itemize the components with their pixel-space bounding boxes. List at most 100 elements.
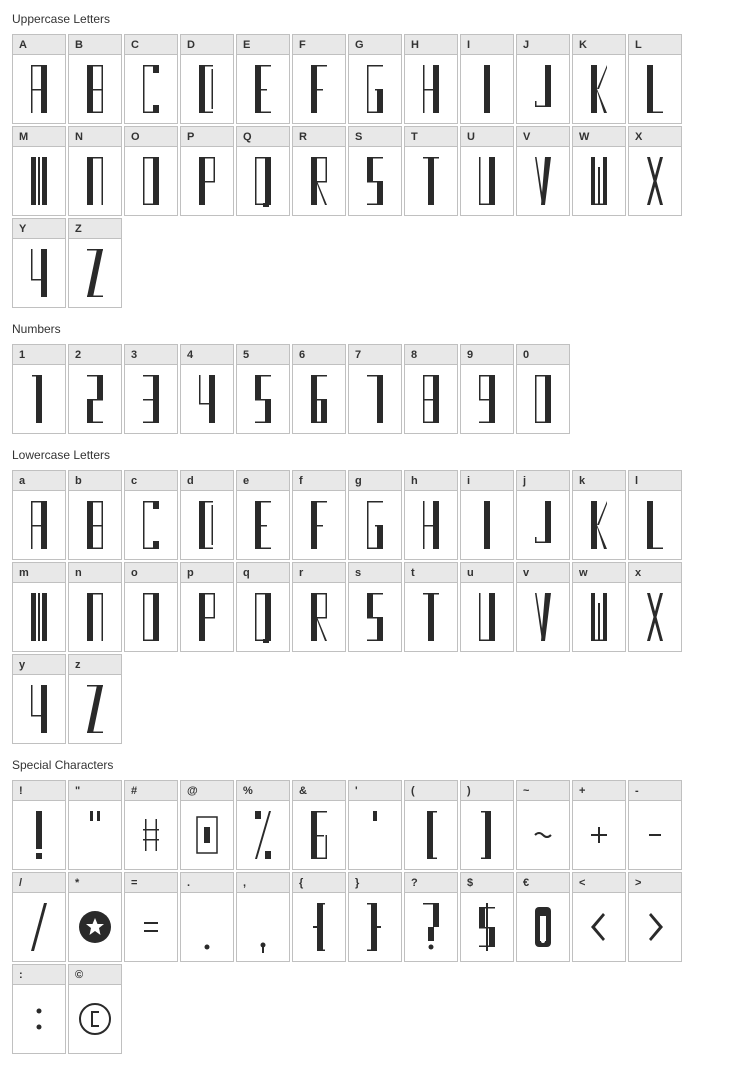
char-label: f <box>293 471 345 491</box>
char-label: w <box>573 563 625 583</box>
char-glyph <box>181 583 233 651</box>
char-glyph <box>461 491 513 559</box>
char-glyph <box>125 893 177 961</box>
char-cell: @ <box>180 780 234 870</box>
char-cell: d <box>180 470 234 560</box>
char-label: H <box>405 35 457 55</box>
char-label: © <box>69 965 121 985</box>
char-cell: t <box>404 562 458 652</box>
char-glyph <box>125 147 177 215</box>
char-label: g <box>349 471 401 491</box>
char-label: ~ <box>517 781 569 801</box>
char-cell: 0 <box>516 344 570 434</box>
char-glyph <box>349 893 401 961</box>
char-glyph <box>13 55 65 123</box>
char-glyph <box>405 147 457 215</box>
char-label: q <box>237 563 289 583</box>
char-glyph <box>349 801 401 869</box>
char-cell: L <box>628 34 682 124</box>
char-glyph <box>69 55 121 123</box>
char-glyph <box>13 893 65 961</box>
char-glyph <box>517 491 569 559</box>
char-cell: x <box>628 562 682 652</box>
char-cell: e <box>236 470 290 560</box>
char-label: W <box>573 127 625 147</box>
char-glyph <box>13 583 65 651</box>
char-cell: ' <box>348 780 402 870</box>
char-glyph <box>517 365 569 433</box>
char-glyph <box>181 147 233 215</box>
char-cell: K <box>572 34 626 124</box>
char-cell: f <box>292 470 346 560</box>
char-cell: , <box>236 872 290 962</box>
char-label: V <box>517 127 569 147</box>
char-cell: T <box>404 126 458 216</box>
char-label: ( <box>405 781 457 801</box>
char-cell: R <box>292 126 346 216</box>
char-glyph <box>69 801 121 869</box>
char-label: # <box>125 781 177 801</box>
char-glyph <box>349 491 401 559</box>
char-label: m <box>13 563 65 583</box>
char-cell: l <box>628 470 682 560</box>
char-glyph <box>517 147 569 215</box>
char-label: & <box>293 781 345 801</box>
char-glyph <box>69 675 121 743</box>
char-cell: U <box>460 126 514 216</box>
char-glyph <box>517 893 569 961</box>
char-cell: F <box>292 34 346 124</box>
char-label: x <box>629 563 681 583</box>
char-label: € <box>517 873 569 893</box>
char-cell: 9 <box>460 344 514 434</box>
char-glyph <box>573 491 625 559</box>
section-title: Special Characters <box>12 758 736 772</box>
char-cell: J <box>516 34 570 124</box>
char-glyph <box>349 55 401 123</box>
char-glyph <box>13 491 65 559</box>
char-label: " <box>69 781 121 801</box>
char-glyph <box>69 985 121 1053</box>
char-glyph <box>629 801 681 869</box>
char-cell: m <box>12 562 66 652</box>
char-label: c <box>125 471 177 491</box>
char-label: T <box>405 127 457 147</box>
char-cell: n <box>68 562 122 652</box>
char-label: n <box>69 563 121 583</box>
char-glyph <box>69 491 121 559</box>
char-cell: z <box>68 654 122 744</box>
char-label: p <box>181 563 233 583</box>
char-grid: ABCDEFGHIJKLMNOPQRSTUVWXYZ <box>12 34 736 308</box>
char-label: . <box>181 873 233 893</box>
char-cell: I <box>460 34 514 124</box>
char-glyph <box>181 801 233 869</box>
char-glyph <box>125 801 177 869</box>
char-label: v <box>517 563 569 583</box>
char-label: Q <box>237 127 289 147</box>
char-cell: } <box>348 872 402 962</box>
char-glyph <box>405 583 457 651</box>
char-cell: ~ <box>516 780 570 870</box>
char-glyph <box>405 365 457 433</box>
char-label: ? <box>405 873 457 893</box>
char-label: F <box>293 35 345 55</box>
char-glyph <box>405 801 457 869</box>
char-glyph <box>69 893 121 961</box>
char-glyph <box>69 147 121 215</box>
char-cell: - <box>628 780 682 870</box>
char-glyph <box>13 675 65 743</box>
char-cell: i <box>460 470 514 560</box>
char-glyph <box>13 801 65 869</box>
char-cell: € <box>516 872 570 962</box>
char-cell: Y <box>12 218 66 308</box>
char-glyph <box>573 55 625 123</box>
char-label: t <box>405 563 457 583</box>
char-cell: p <box>180 562 234 652</box>
char-label: C <box>125 35 177 55</box>
char-cell: $ <box>460 872 514 962</box>
char-glyph <box>237 147 289 215</box>
char-label: 6 <box>293 345 345 365</box>
char-cell: ? <box>404 872 458 962</box>
char-label: % <box>237 781 289 801</box>
char-label: { <box>293 873 345 893</box>
char-label: d <box>181 471 233 491</box>
